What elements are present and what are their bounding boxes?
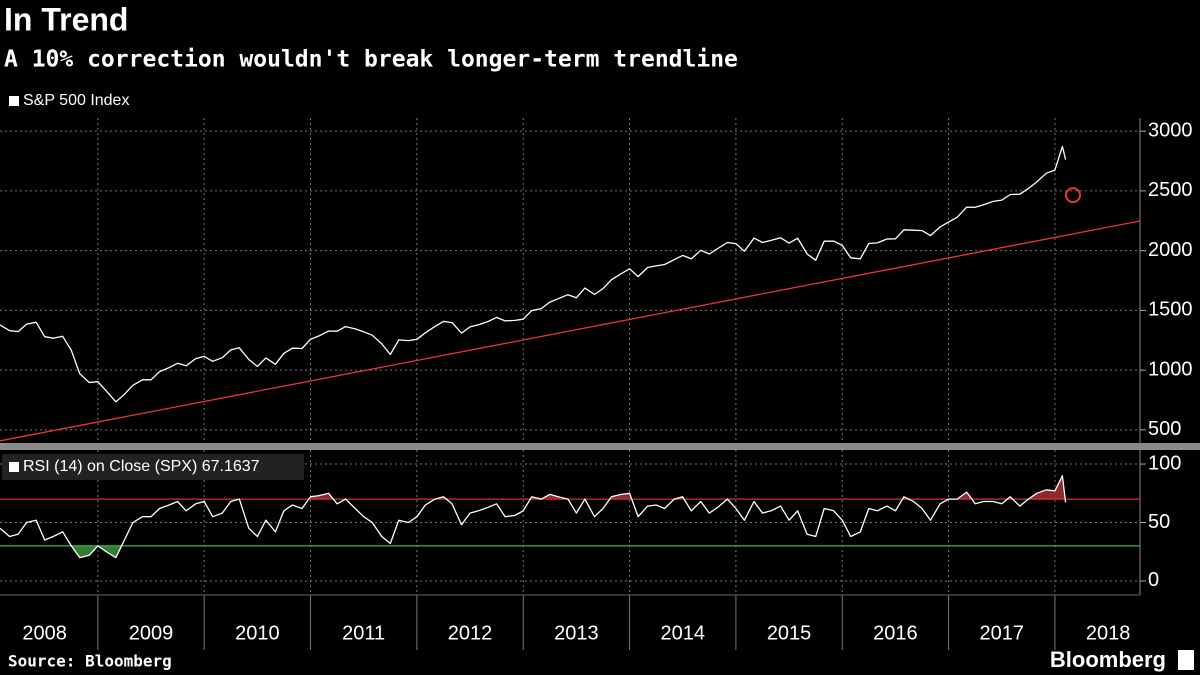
y2-tick-label: 100 [1148,452,1181,474]
trendline [0,220,1140,442]
x-tick-label: 2013 [554,622,599,644]
legend-label: RSI (14) on Close (SPX) 67.1637 [23,458,260,475]
x-tick-label: 2015 [767,622,812,644]
x-tick-label: 2014 [660,622,705,644]
legend-box [2,454,304,480]
y-tick-label: 2500 [1148,179,1193,201]
x-tick-label: 2008 [22,622,67,644]
y2-tick-label: 0 [1148,569,1159,591]
source-note: Source: Bloomberg [8,652,172,671]
target-marker [1065,187,1082,204]
x-tick-label: 2018 [1086,622,1131,644]
panel-divider [0,443,1200,450]
series-line [0,145,1067,403]
band-fill [71,545,122,558]
x-tick-label: 2009 [129,622,174,644]
legend-swatch [9,462,19,472]
series-line [0,475,1067,559]
plot-area: 2008 2009 2010 2011 2012 2013 2014 2015 2016 2017… [0,92,1193,650]
x-tick-label: 2017 [980,622,1025,644]
brand-icon [1178,650,1194,670]
y-tick-label: 1500 [1148,299,1193,321]
brand-logo: Bloomberg [1050,647,1166,672]
y-tick-label: 3000 [1148,119,1193,141]
band-fill [239,475,1066,500]
chart-subtitle: A 10% correction wouldn't break longer-t… [4,47,738,73]
x-tick-label: 2016 [873,622,918,644]
x-tick-label: 2010 [235,622,280,644]
legend-swatch [9,96,19,106]
x-tick-label: 2012 [448,622,493,644]
chart-title: In Trend [4,1,128,37]
legend-label: S&P 500 Index [23,92,129,109]
y-tick-label: 500 [1148,418,1181,440]
y2-tick-label: 50 [1148,511,1170,533]
y-tick-label: 1000 [1148,358,1193,380]
x-tick-label: 2011 [342,622,385,644]
y-tick-label: 2000 [1148,239,1193,261]
